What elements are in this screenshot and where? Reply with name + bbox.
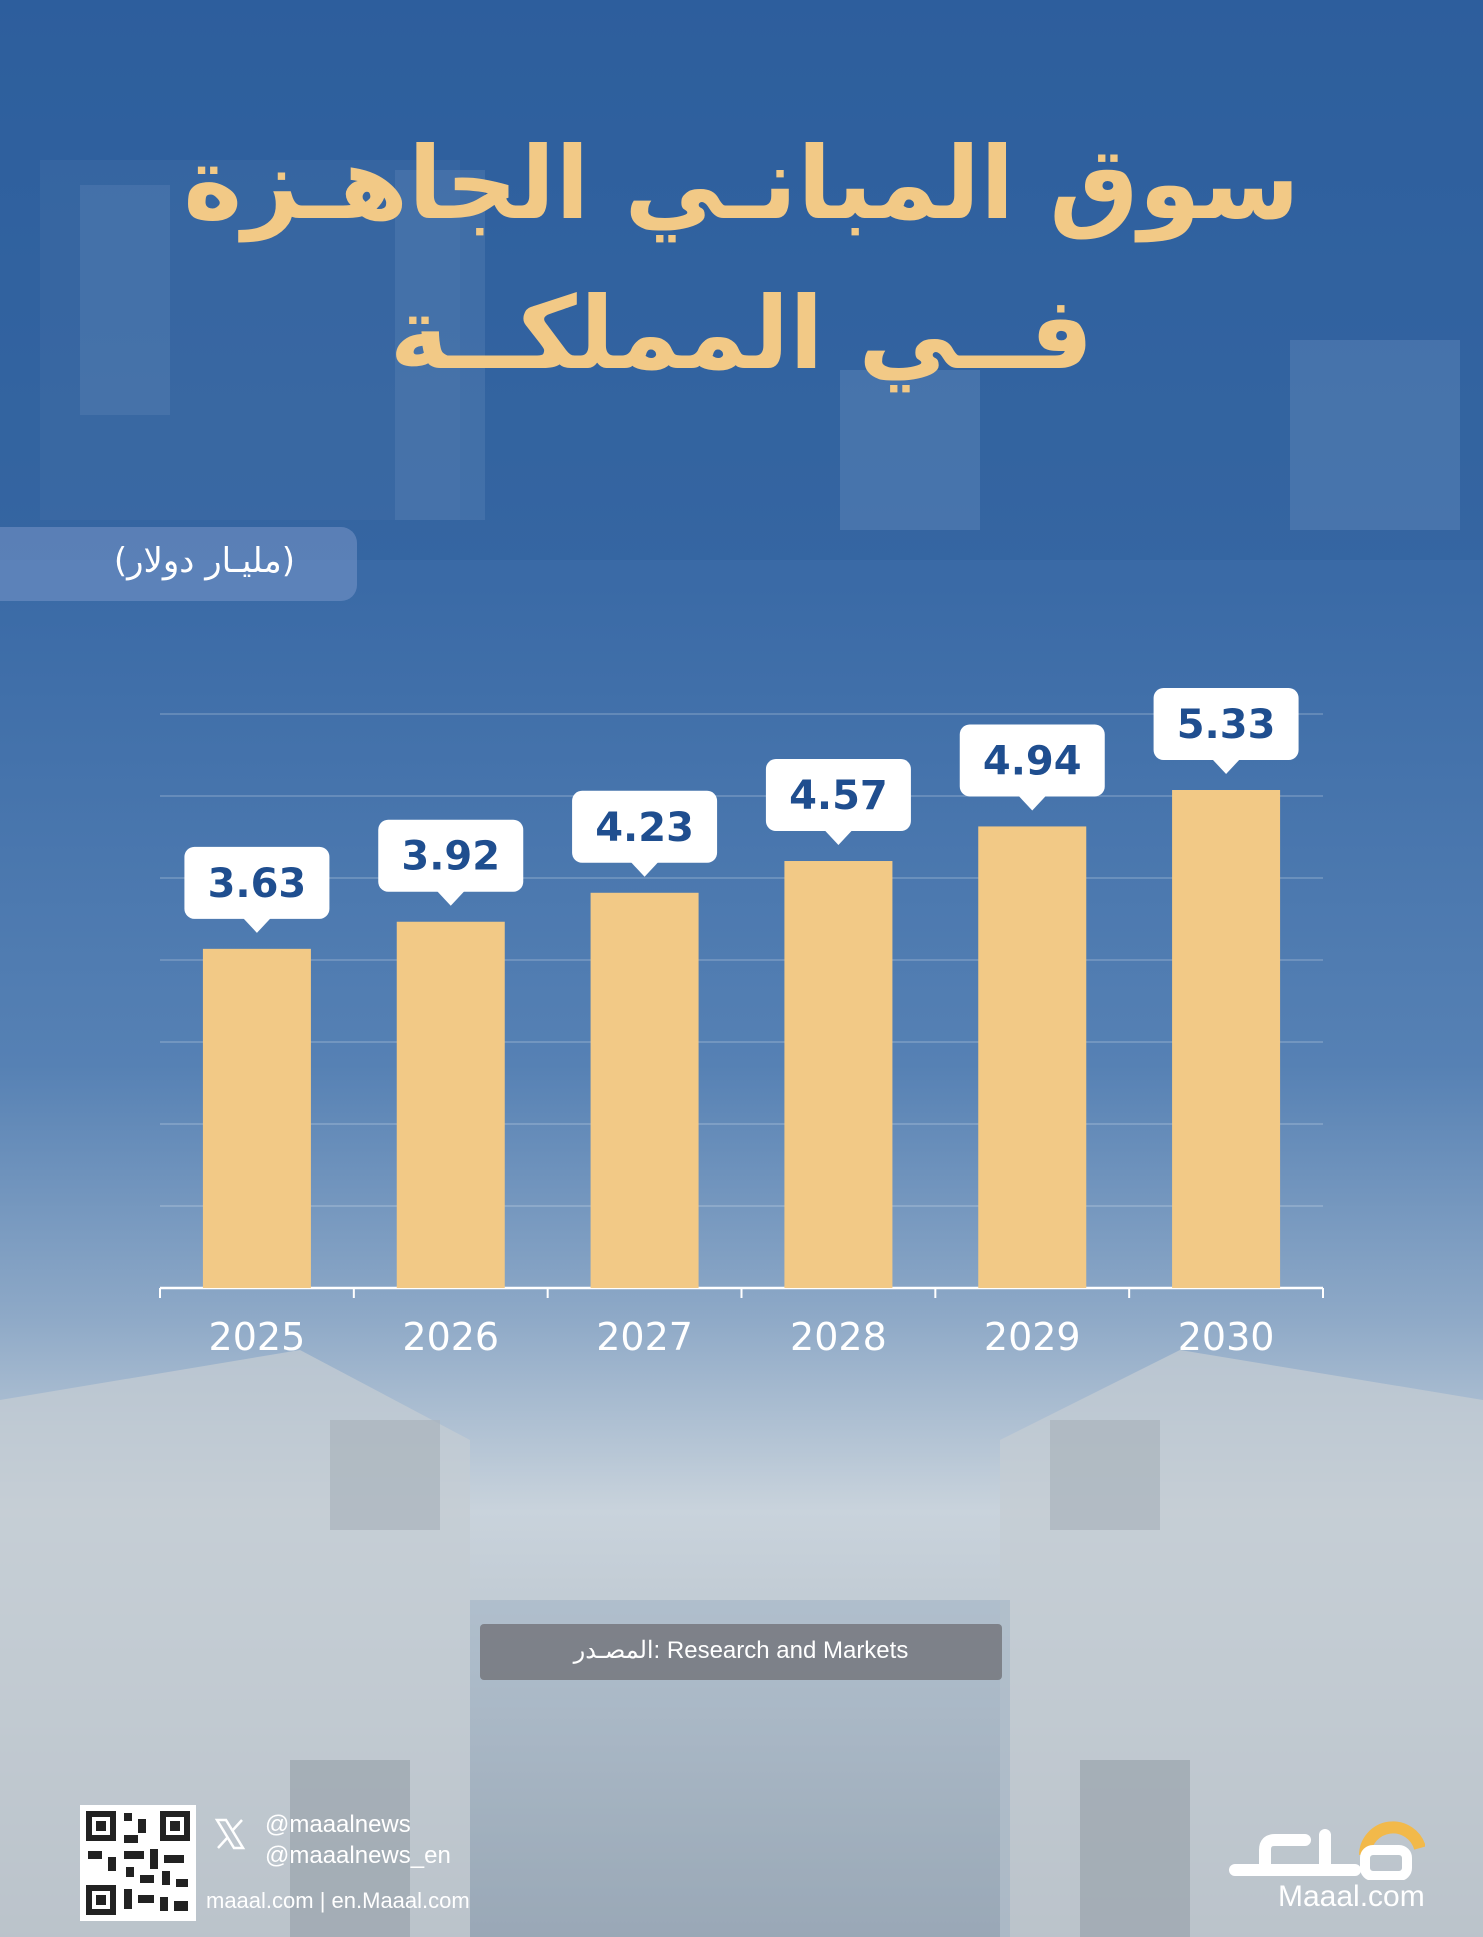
value-label-pointer bbox=[242, 917, 271, 933]
social-handle-en[interactable]: @maaalnews_en bbox=[265, 1842, 451, 1869]
value-label-text: 5.33 bbox=[1177, 702, 1276, 748]
source-label: المصـدر: Research and Markets bbox=[573, 1637, 909, 1664]
bar-2030 bbox=[1172, 790, 1281, 1288]
bar-2029 bbox=[978, 826, 1087, 1288]
chart-title-line-1: سوق المبانـي الجاهـزة bbox=[183, 125, 1300, 242]
qr-code-icon bbox=[80, 1805, 196, 1921]
x-tick-label-2029: 2029 bbox=[984, 1315, 1081, 1359]
value-label-pointer bbox=[436, 890, 465, 906]
x-tick-label-2028: 2028 bbox=[790, 1315, 887, 1359]
bar-2028 bbox=[784, 861, 893, 1288]
value-label-text: 4.23 bbox=[595, 805, 694, 851]
value-label-pointer bbox=[824, 830, 853, 846]
value-label-box bbox=[572, 790, 718, 863]
value-label-text: 4.57 bbox=[789, 773, 888, 819]
x-tick-label-2030: 2030 bbox=[1178, 1315, 1275, 1359]
x-tick-label-2026: 2026 bbox=[402, 1315, 499, 1359]
value-label-pointer bbox=[1212, 759, 1241, 774]
value-label-text: 4.94 bbox=[983, 738, 1082, 784]
y-axis-unit-label: (مليـار دولار) bbox=[113, 541, 295, 581]
x-tick-label-2025: 2025 bbox=[209, 1315, 306, 1359]
bar-2027 bbox=[590, 892, 699, 1288]
chart-title-line-2: فــي المملكــة bbox=[389, 275, 1094, 392]
x-tick-label-2027: 2027 bbox=[596, 1315, 693, 1359]
bar-2026 bbox=[396, 921, 505, 1288]
bar-2025 bbox=[202, 948, 311, 1288]
value-label-box bbox=[765, 759, 911, 832]
value-label-2029: 4.94 bbox=[959, 724, 1105, 811]
value-label-2028: 4.57 bbox=[765, 759, 911, 846]
value-label-2025: 3.63 bbox=[184, 846, 330, 933]
value-label-box bbox=[184, 846, 330, 919]
value-label-2030: 5.33 bbox=[1153, 688, 1299, 774]
brand-website[interactable]: Maaal.com bbox=[1278, 1880, 1425, 1913]
x-social-icon[interactable] bbox=[213, 1817, 247, 1851]
social-handle-ar[interactable]: @maaalnews bbox=[265, 1811, 411, 1838]
value-label-box bbox=[959, 724, 1105, 797]
value-label-box bbox=[378, 819, 524, 892]
value-label-pointer bbox=[1018, 795, 1047, 811]
footer-websites[interactable]: maaal.com | en.Maaal.com bbox=[206, 1888, 470, 1913]
value-label-pointer bbox=[630, 861, 659, 877]
value-label-2026: 3.92 bbox=[378, 819, 524, 906]
value-label-text: 3.63 bbox=[208, 861, 307, 907]
value-label-text: 3.92 bbox=[401, 834, 500, 880]
unit-label-box: (مليـار دولار) bbox=[0, 527, 357, 601]
value-label-box bbox=[1153, 688, 1299, 760]
source-box: المصـدر: Research and Markets bbox=[480, 1624, 1002, 1680]
maaal-logo-icon bbox=[1229, 1821, 1425, 1880]
value-label-2027: 4.23 bbox=[572, 790, 718, 877]
